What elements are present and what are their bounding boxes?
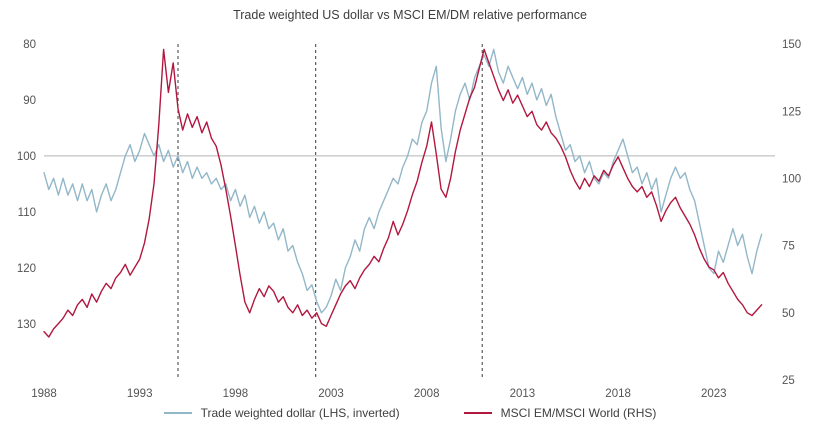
left-axis-tick-120: 120 [17, 263, 36, 275]
chart-svg: 80 90 100 110 120 130 150 125 100 75 50 25 1988 1993 1… [17, 39, 801, 400]
chart-legend: Trade weighted dollar (LHS, inverted) MS… [0, 406, 820, 420]
legend-item-dollar: Trade weighted dollar (LHS, inverted) [163, 406, 400, 420]
series-line-1 [43, 48, 763, 338]
right-axis-tick-25: 25 [782, 375, 795, 387]
x-axis-tick-1993: 1993 [127, 388, 153, 400]
x-axis-tick-2003: 2003 [318, 388, 344, 400]
right-axis-tick-100: 100 [782, 173, 801, 185]
left-axis-tick-130: 130 [17, 319, 36, 331]
legend-label-dollar: Trade weighted dollar (LHS, inverted) [200, 406, 400, 420]
legend-label-msci: MSCI EM/MSCI World (RHS) [500, 406, 657, 420]
left-axis-tick-110: 110 [18, 207, 36, 219]
right-axis-tick-50: 50 [782, 308, 795, 320]
x-axis-tick-2023: 2023 [701, 388, 727, 400]
chart-title: Trade weighted US dollar vs MSCI EM/DM r… [233, 8, 587, 22]
left-axis-tick-100: 100 [17, 151, 36, 163]
left-axis-tick-80: 80 [23, 39, 36, 51]
right-axis-tick-125: 125 [782, 106, 801, 118]
x-axis-tick-1998: 1998 [223, 388, 249, 400]
x-axis-tick-2013: 2013 [510, 388, 536, 400]
x-axis-tick-2018: 2018 [605, 388, 631, 400]
right-axis-tick-75: 75 [782, 241, 795, 253]
x-axis-tick-1988: 1988 [31, 388, 57, 400]
legend-item-msci: MSCI EM/MSCI World (RHS) [463, 406, 657, 420]
left-axis-tick-90: 90 [23, 95, 36, 107]
series-line-0 [43, 48, 763, 314]
legend-swatch-msci-line [463, 412, 492, 414]
right-axis-tick-150: 150 [782, 39, 801, 51]
legend-swatch-dollar-line [163, 412, 192, 414]
x-axis-tick-2008: 2008 [414, 388, 440, 400]
